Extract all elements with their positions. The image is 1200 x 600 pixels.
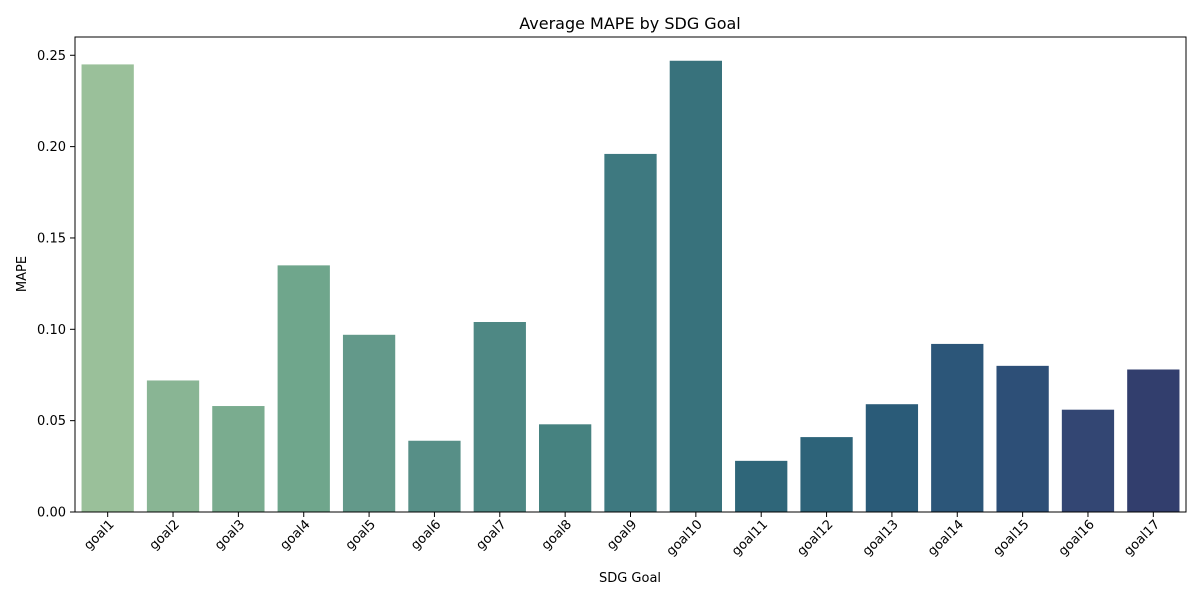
y-tick-label: 0.15 (37, 231, 66, 246)
bars-group (81, 60, 1180, 513)
bar-goal6 (408, 440, 461, 512)
bar-goal7 (473, 322, 526, 512)
y-tick-label: 0.00 (37, 506, 66, 521)
bar-goal3 (212, 406, 265, 512)
bar-goal5 (342, 334, 396, 512)
bar-goal2 (146, 380, 200, 512)
bar-goal15 (996, 365, 1049, 512)
x-axis: goal1 goal2 goal3 goal4 goal5 goal6 goal7 goal8… (81, 512, 1163, 559)
bar-goal13 (865, 404, 919, 512)
chart-title: Average MAPE by SDG Goal (519, 14, 741, 33)
bar-goal16 (1061, 409, 1115, 512)
x-tick-label: goal6 (408, 517, 444, 553)
x-tick-label: goal10 (664, 517, 706, 559)
x-tick-label: goal5 (343, 517, 379, 553)
bar-goal11 (735, 460, 788, 512)
bar-goal12 (800, 437, 853, 512)
y-tick-label: 0.05 (37, 414, 66, 429)
x-tick-label: goal16 (1056, 517, 1098, 559)
x-tick-label: goal7 (474, 517, 510, 553)
y-axis: 0.00 0.05 0.10 0.15 0.20 0.25 (37, 49, 75, 521)
plot-frame (74, 36, 1187, 513)
x-tick-label: goal8 (539, 517, 575, 553)
x-tick-label: goal9 (604, 517, 640, 553)
x-tick-label: goal4 (277, 517, 313, 553)
bar-goal17 (1127, 369, 1180, 512)
x-tick-label: goal11 (729, 517, 771, 559)
y-tick-label: 0.10 (37, 323, 66, 338)
x-tick-label: goal13 (860, 517, 902, 559)
bar-goal1 (81, 64, 134, 513)
y-axis-title: MAPE (15, 256, 30, 292)
bar-goal14 (931, 343, 984, 512)
x-tick-label: goal14 (925, 517, 967, 559)
bar-goal10 (669, 60, 722, 512)
x-tick-label: goal3 (212, 517, 248, 553)
x-tick-label: goal15 (990, 517, 1032, 559)
x-tick-label: goal1 (81, 517, 117, 553)
bar-goal9 (604, 153, 657, 512)
x-tick-label: goal12 (794, 517, 836, 559)
x-axis-title: SDG Goal (599, 571, 661, 586)
y-tick-label: 0.20 (37, 140, 66, 155)
x-tick-label: goal2 (147, 517, 183, 553)
bar-goal4 (277, 265, 330, 512)
x-tick-label: goal17 (1121, 517, 1163, 559)
bar-goal8 (539, 424, 592, 512)
y-tick-label: 0.25 (37, 49, 66, 64)
